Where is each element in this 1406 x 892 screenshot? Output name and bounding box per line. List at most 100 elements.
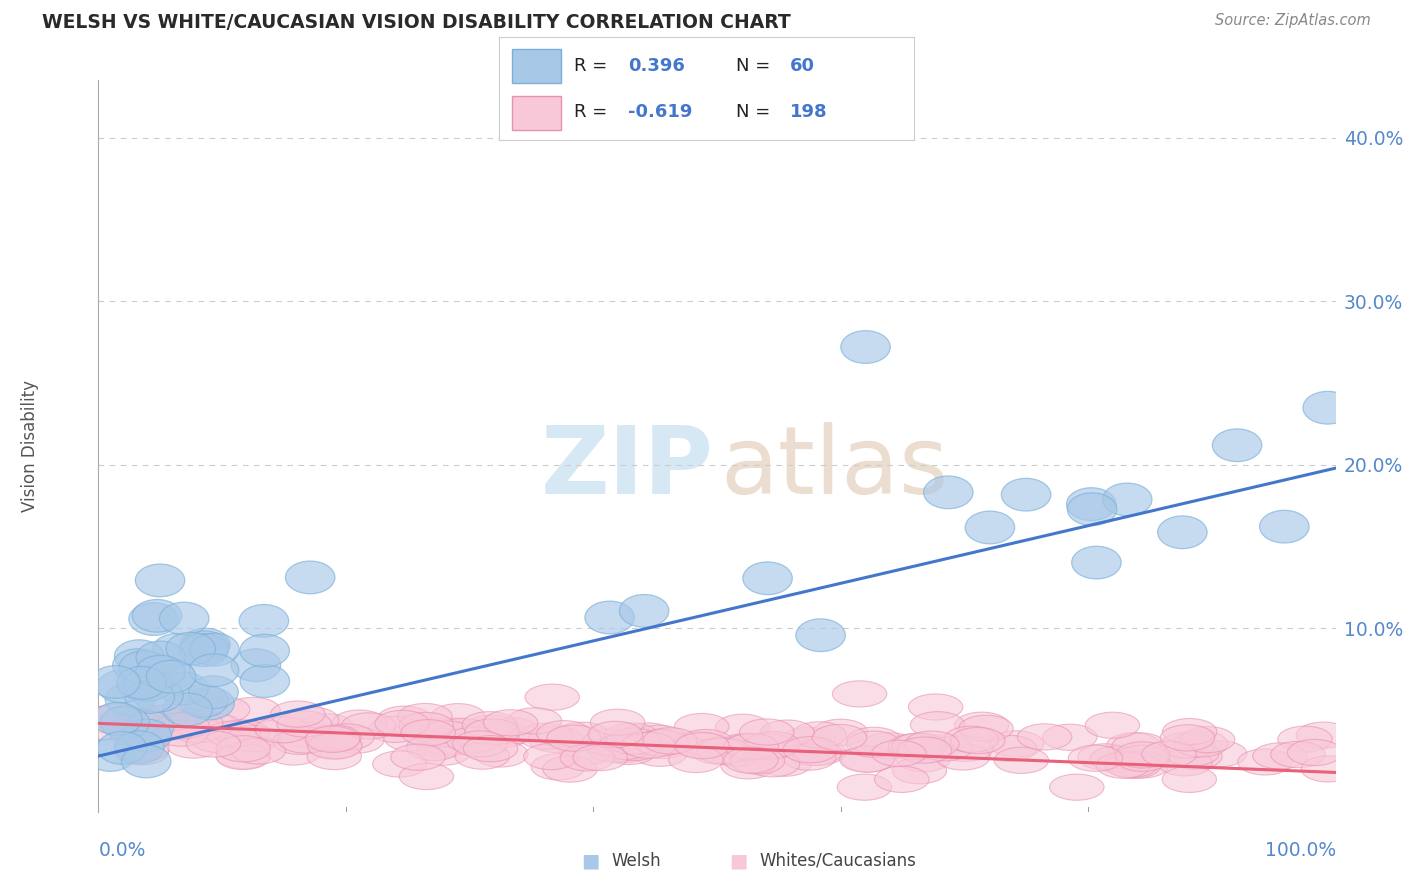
Ellipse shape bbox=[278, 727, 332, 753]
Ellipse shape bbox=[190, 654, 239, 687]
Ellipse shape bbox=[307, 725, 361, 751]
Ellipse shape bbox=[537, 721, 591, 747]
Ellipse shape bbox=[475, 722, 530, 747]
Ellipse shape bbox=[621, 732, 676, 758]
Ellipse shape bbox=[420, 729, 474, 756]
Ellipse shape bbox=[486, 718, 540, 744]
Ellipse shape bbox=[730, 747, 785, 774]
Ellipse shape bbox=[1160, 724, 1215, 751]
Ellipse shape bbox=[399, 764, 454, 789]
Ellipse shape bbox=[217, 736, 270, 762]
Ellipse shape bbox=[1288, 739, 1341, 765]
Ellipse shape bbox=[792, 722, 846, 747]
Ellipse shape bbox=[308, 733, 361, 759]
Ellipse shape bbox=[1163, 766, 1216, 792]
Ellipse shape bbox=[1157, 516, 1208, 549]
Ellipse shape bbox=[79, 706, 134, 732]
Ellipse shape bbox=[114, 739, 169, 764]
Ellipse shape bbox=[308, 732, 363, 758]
Ellipse shape bbox=[588, 736, 643, 763]
Text: Vision Disability: Vision Disability bbox=[21, 380, 39, 512]
Ellipse shape bbox=[560, 739, 614, 764]
Ellipse shape bbox=[560, 745, 614, 771]
Ellipse shape bbox=[939, 735, 993, 762]
Text: ■: ■ bbox=[728, 851, 748, 871]
Ellipse shape bbox=[207, 721, 260, 747]
Ellipse shape bbox=[377, 706, 432, 732]
Text: Source: ZipAtlas.com: Source: ZipAtlas.com bbox=[1215, 13, 1371, 29]
Ellipse shape bbox=[212, 721, 267, 747]
Ellipse shape bbox=[406, 734, 461, 761]
Ellipse shape bbox=[721, 753, 775, 779]
Ellipse shape bbox=[990, 731, 1043, 757]
Ellipse shape bbox=[136, 641, 186, 673]
Ellipse shape bbox=[114, 640, 165, 673]
Ellipse shape bbox=[153, 720, 208, 747]
Ellipse shape bbox=[543, 756, 598, 782]
Ellipse shape bbox=[115, 735, 169, 762]
Ellipse shape bbox=[1301, 756, 1355, 782]
FancyBboxPatch shape bbox=[512, 96, 561, 129]
Ellipse shape bbox=[742, 562, 793, 595]
Ellipse shape bbox=[787, 739, 842, 765]
Ellipse shape bbox=[105, 683, 155, 715]
Ellipse shape bbox=[1112, 732, 1167, 759]
Ellipse shape bbox=[188, 676, 238, 708]
Ellipse shape bbox=[626, 729, 681, 755]
Ellipse shape bbox=[1097, 752, 1150, 778]
Ellipse shape bbox=[135, 564, 184, 597]
Ellipse shape bbox=[740, 719, 794, 745]
Ellipse shape bbox=[134, 680, 183, 712]
Ellipse shape bbox=[841, 746, 896, 772]
Ellipse shape bbox=[270, 701, 325, 727]
Ellipse shape bbox=[675, 732, 730, 759]
Ellipse shape bbox=[273, 728, 328, 755]
Text: 0.396: 0.396 bbox=[627, 57, 685, 75]
Ellipse shape bbox=[591, 709, 645, 735]
Ellipse shape bbox=[745, 731, 800, 757]
Ellipse shape bbox=[555, 723, 610, 748]
Ellipse shape bbox=[607, 734, 661, 761]
Text: R =: R = bbox=[574, 103, 613, 120]
Ellipse shape bbox=[837, 774, 891, 800]
Ellipse shape bbox=[1078, 744, 1132, 770]
Ellipse shape bbox=[464, 736, 517, 762]
Ellipse shape bbox=[1160, 732, 1215, 758]
Ellipse shape bbox=[718, 733, 772, 760]
Ellipse shape bbox=[1115, 745, 1170, 772]
Ellipse shape bbox=[233, 720, 288, 746]
Ellipse shape bbox=[138, 706, 193, 733]
Ellipse shape bbox=[904, 731, 959, 757]
Ellipse shape bbox=[391, 744, 446, 771]
Ellipse shape bbox=[631, 725, 686, 751]
Ellipse shape bbox=[1192, 740, 1247, 767]
Ellipse shape bbox=[277, 711, 332, 737]
Text: 198: 198 bbox=[789, 103, 827, 120]
Ellipse shape bbox=[1115, 742, 1170, 768]
Ellipse shape bbox=[1212, 429, 1261, 462]
Ellipse shape bbox=[724, 747, 779, 773]
Ellipse shape bbox=[240, 634, 290, 667]
Ellipse shape bbox=[108, 721, 163, 747]
Ellipse shape bbox=[226, 698, 280, 723]
Ellipse shape bbox=[1142, 741, 1197, 767]
Text: 100.0%: 100.0% bbox=[1264, 841, 1336, 860]
Text: N =: N = bbox=[735, 103, 776, 120]
Ellipse shape bbox=[1043, 724, 1097, 750]
Ellipse shape bbox=[373, 751, 427, 777]
Ellipse shape bbox=[696, 738, 751, 764]
Ellipse shape bbox=[111, 712, 166, 739]
Ellipse shape bbox=[186, 731, 240, 757]
Ellipse shape bbox=[225, 725, 280, 752]
Ellipse shape bbox=[1296, 722, 1351, 748]
Ellipse shape bbox=[179, 684, 228, 717]
Ellipse shape bbox=[420, 721, 474, 747]
Ellipse shape bbox=[1271, 741, 1324, 768]
Ellipse shape bbox=[179, 633, 228, 666]
Ellipse shape bbox=[166, 632, 215, 665]
Ellipse shape bbox=[307, 743, 361, 770]
Ellipse shape bbox=[620, 594, 669, 627]
Ellipse shape bbox=[184, 687, 235, 720]
Ellipse shape bbox=[910, 712, 965, 738]
Ellipse shape bbox=[1067, 488, 1116, 520]
